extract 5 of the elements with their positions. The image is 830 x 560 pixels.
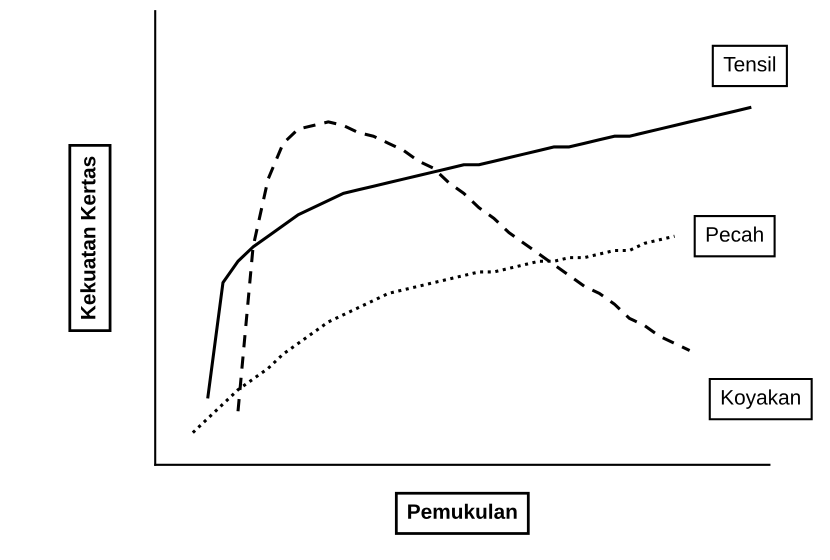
x-axis-title: Pemukulan xyxy=(408,504,517,519)
series-label: Tensil xyxy=(724,56,776,72)
text: Koyakan xyxy=(722,389,800,409)
y-axis-title: Kekuatan Kertas xyxy=(80,156,96,319)
series-label: Pecah xyxy=(706,226,763,242)
